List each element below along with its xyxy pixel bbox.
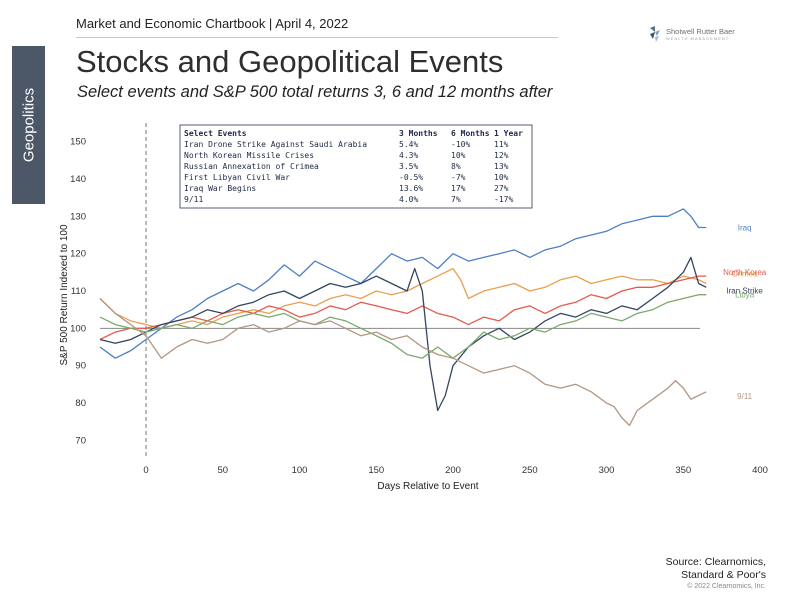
series-line bbox=[99, 208, 707, 359]
series-label: 9/11 bbox=[737, 392, 753, 401]
line-chart: 0 50 100 150 200 250 300 350 400 70 80 90 100 110 120 1… bbox=[59, 123, 768, 492]
table-cell: Russian Annexation of Crimea bbox=[184, 162, 319, 171]
table-cell: North Korean Missile Crises bbox=[184, 151, 314, 160]
y-tick-label: 120 bbox=[70, 249, 86, 260]
table-cell: 17% bbox=[451, 184, 466, 193]
table-cell: 9/11 bbox=[184, 195, 203, 204]
series-line bbox=[99, 267, 707, 329]
x-tick-label: 100 bbox=[292, 465, 308, 476]
table-cell: 12% bbox=[494, 151, 509, 160]
section-tab: Geopolitics bbox=[12, 46, 45, 204]
y-tick-label: 70 bbox=[75, 435, 86, 446]
events-table: Select Events 3 Months 6 Months 1 Year Iran … bbox=[179, 124, 533, 209]
copyright: © 2022 Clearnomics, Inc. bbox=[687, 583, 766, 590]
y-axis-title: S&P 500 Return Indexed to 100 bbox=[59, 224, 70, 365]
header-text: Market and Economic Chartbook | April 4,… bbox=[76, 16, 349, 31]
table-cell: 3.5% bbox=[399, 162, 418, 171]
series-line bbox=[99, 298, 707, 427]
table-cell: -7% bbox=[451, 173, 466, 182]
table-header-cell: 6 Months bbox=[451, 129, 490, 138]
source-note: Source: Clearnomics, Standard & Poor's bbox=[666, 556, 766, 582]
y-tick-label: 100 bbox=[70, 323, 86, 334]
table-cell: 10% bbox=[451, 151, 466, 160]
x-tick-label: 350 bbox=[675, 465, 691, 476]
table-cell: 10% bbox=[494, 173, 509, 182]
header-divider bbox=[76, 37, 558, 38]
source-line-2: Standard & Poor's bbox=[681, 569, 766, 581]
y-tick-label: 110 bbox=[71, 286, 86, 297]
series-label: Iran Strike bbox=[726, 286, 763, 295]
table-cell: -0.5% bbox=[399, 173, 423, 182]
y-tick-label: 150 bbox=[70, 137, 86, 148]
x-tick-label: 50 bbox=[218, 465, 229, 476]
y-tick-label: 140 bbox=[70, 174, 86, 185]
series-line bbox=[99, 275, 707, 341]
y-tick-label: 80 bbox=[75, 398, 86, 409]
table-cell: First Libyan Civil War bbox=[184, 173, 290, 182]
table-cell: 27% bbox=[494, 184, 509, 193]
series-label: Libya bbox=[735, 291, 755, 300]
logo-name: Shotwell Rutter Baer bbox=[666, 26, 735, 36]
x-tick-label: 200 bbox=[445, 465, 461, 476]
table-cell: -10% bbox=[451, 140, 470, 149]
table-header-cell: Select Events bbox=[184, 129, 247, 138]
series-label: Crimea bbox=[732, 270, 758, 279]
table-cell: 13.6% bbox=[399, 184, 423, 193]
table-header-cell: 1 Year bbox=[494, 129, 523, 138]
source-line-1: Source: Clearnomics, bbox=[665, 556, 766, 568]
series-label: North Korea bbox=[723, 268, 767, 277]
x-tick-label: 0 bbox=[143, 465, 148, 476]
y-tick-label: 130 bbox=[70, 211, 86, 222]
series-line bbox=[99, 256, 707, 412]
table-cell: 5.4% bbox=[399, 140, 418, 149]
table-cell: Iraq War Begins bbox=[184, 184, 256, 193]
x-axis-title: Days Relative to Event bbox=[377, 481, 478, 492]
page-title: Stocks and Geopolitical Events bbox=[76, 44, 504, 79]
table-cell: 11% bbox=[494, 140, 509, 149]
logo: Shotwell Rutter Baer WEALTH MANAGEMENT bbox=[648, 26, 735, 42]
table-cell: Iran Drone Strike Against Saudi Arabia bbox=[184, 140, 367, 149]
logo-subtitle: WEALTH MANAGEMENT bbox=[666, 35, 730, 41]
table-cell: 4.0% bbox=[399, 195, 418, 204]
x-tick-label: 400 bbox=[752, 465, 768, 476]
axes-layer: 0 50 100 150 200 250 300 350 400 70 80 90 100 110 120 1… bbox=[70, 123, 768, 476]
series-layer bbox=[99, 208, 707, 427]
series-label: Iraq bbox=[738, 224, 752, 233]
table-cell: 4.3% bbox=[399, 151, 418, 160]
x-tick-label: 250 bbox=[522, 465, 538, 476]
x-tick-label: 300 bbox=[599, 465, 615, 476]
table-cell: 7% bbox=[451, 195, 461, 204]
series-line bbox=[99, 294, 707, 359]
events-table-box bbox=[179, 124, 533, 209]
table-header-cell: 3 Months bbox=[399, 129, 438, 138]
table-cell: 13% bbox=[494, 162, 509, 171]
x-tick-label: 150 bbox=[368, 465, 384, 476]
table-cell: -17% bbox=[494, 195, 513, 204]
logo-mark-icon bbox=[650, 26, 660, 42]
page-subtitle: Select events and S&P 500 total returns … bbox=[77, 83, 553, 101]
y-tick-label: 90 bbox=[75, 361, 86, 372]
table-cell: 8% bbox=[451, 162, 461, 171]
section-tab-label: Geopolitics bbox=[20, 87, 37, 163]
